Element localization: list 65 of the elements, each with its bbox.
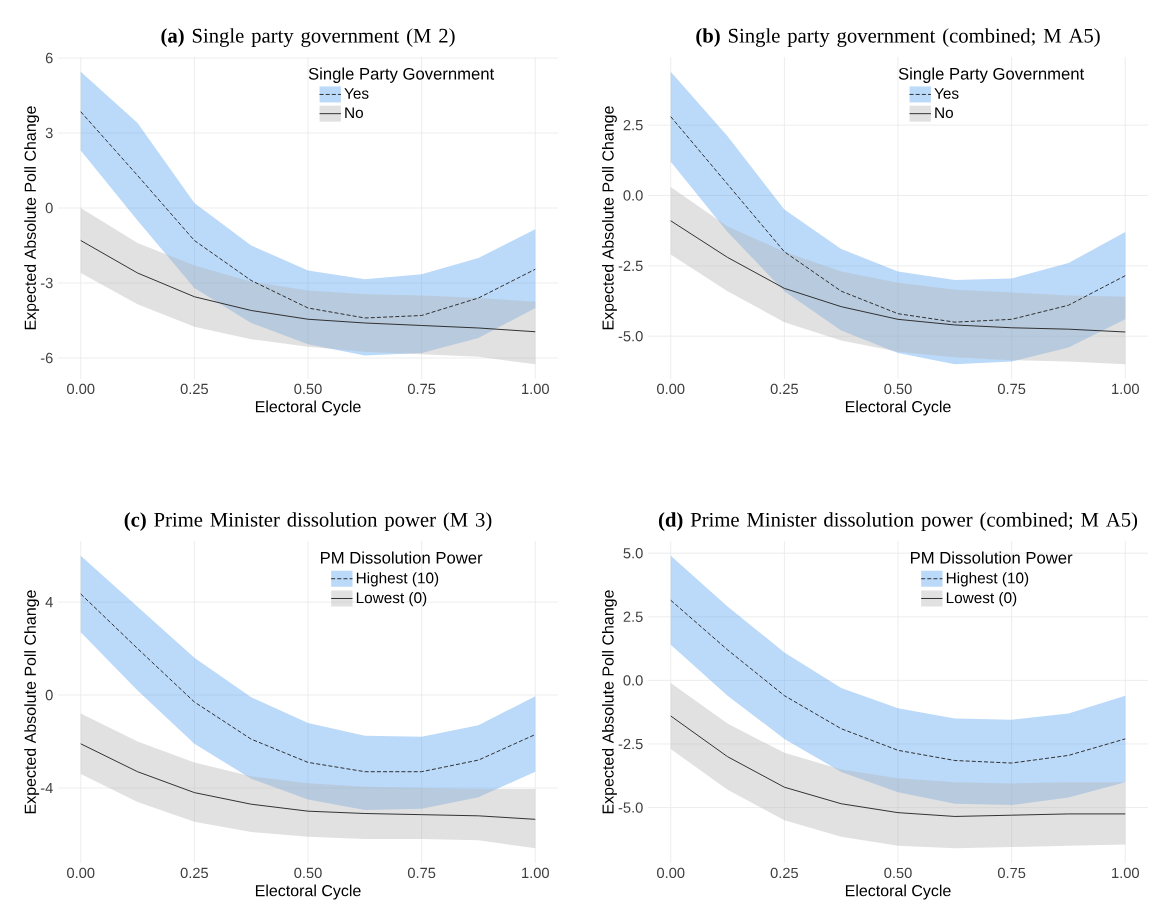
y-tick-label: 0.0 (623, 675, 643, 686)
chart-title: (b) Single party government (combined; M A5) (696, 28, 1100, 47)
x-tick-label: 1.00 (522, 383, 549, 395)
x-tick-label: 0.50 (884, 867, 912, 879)
x-axis-title: Electoral Cycle (255, 884, 361, 900)
legend-title: Single Party Government (308, 67, 495, 83)
x-tick-label: 0.75 (997, 383, 1026, 395)
y-tick-label: -2.5 (618, 260, 643, 272)
x-tick-label: 0.00 (67, 867, 95, 879)
y-tick-label: 2.5 (623, 611, 643, 622)
x-tick-label: 0.75 (407, 383, 436, 395)
x-tick-label: 0.00 (657, 383, 685, 395)
y-tick-label: 3 (45, 127, 53, 139)
x-tick-label: 1.00 (1112, 383, 1139, 395)
legend-title: Single Party Government (898, 67, 1085, 83)
y-tick-label: 4 (45, 597, 53, 608)
y-axis-title: Expected Absolute Poll Change (601, 106, 617, 330)
line-series (80, 743, 536, 820)
y-axis-title: Expected Absolute Poll Change (24, 590, 40, 814)
chart-title: (d) Prime Minister dissolution power (combined; M A5) (658, 512, 1138, 531)
legend-label: Yes (344, 88, 369, 99)
x-tick-label: 0.50 (294, 867, 322, 879)
legend-label: Lowest (0) (946, 591, 1017, 607)
x-tick-label: 0.50 (884, 383, 912, 395)
legend-label: Highest (10) (946, 572, 1029, 587)
legend-label: No (345, 107, 363, 119)
y-axis-title: Expected Absolute Poll Change (24, 106, 40, 330)
y-tick-label: -3 (40, 277, 53, 289)
legend-label: Highest (10) (356, 572, 439, 587)
y-tick-label: 0.0 (623, 190, 643, 201)
x-tick-label: 0.00 (657, 867, 685, 879)
chart-title: (c) Prime Minister dissolution power (M 3) (124, 512, 492, 531)
y-tick-label: 6 (45, 52, 53, 64)
y-tick-label: -5.0 (618, 802, 643, 813)
y-tick-label: 0 (45, 202, 53, 214)
x-axis-title: Electoral Cycle (845, 884, 951, 900)
x-tick-label: 0.75 (997, 867, 1026, 879)
x-tick-label: 0.00 (67, 383, 95, 395)
y-tick-label: -5.0 (618, 331, 643, 342)
y-tick-label: -6 (40, 352, 53, 364)
x-tick-label: 0.25 (770, 867, 799, 879)
chart-title: (a) Single party government (M 2) (161, 28, 455, 47)
legend-title: PM Dissolution Power (320, 551, 483, 564)
x-axis-title: Electoral Cycle (255, 400, 361, 416)
x-tick-label: 1.00 (1112, 867, 1139, 879)
y-tick-label: 5.0 (623, 548, 643, 559)
legend-label: Yes (934, 88, 959, 99)
x-axis-title: Electoral Cycle (845, 400, 951, 416)
x-tick-label: 0.25 (180, 383, 209, 395)
y-tick-label: -2.5 (618, 738, 643, 750)
x-tick-label: 0.50 (294, 383, 322, 395)
legend-title: PM Dissolution Power (910, 551, 1073, 564)
x-tick-label: 1.00 (522, 867, 549, 879)
y-tick-label: 2.5 (623, 119, 643, 131)
line-series (670, 715, 1126, 817)
line-series (80, 240, 536, 333)
x-tick-label: 0.25 (770, 383, 799, 395)
legend-label: Lowest (0) (356, 591, 427, 607)
x-tick-label: 0.75 (407, 867, 436, 879)
x-tick-label: 0.25 (180, 867, 209, 879)
y-tick-label: -4 (40, 782, 53, 793)
y-axis-title: Expected Absolute Poll Change (601, 590, 617, 814)
line-series (80, 593, 536, 773)
legend-label: No (935, 107, 953, 119)
y-tick-label: 0 (45, 689, 53, 701)
